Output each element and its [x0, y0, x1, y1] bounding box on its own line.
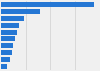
Bar	[1, 50, 12, 55]
Bar	[1, 64, 7, 69]
Bar	[1, 23, 19, 28]
Bar	[1, 57, 10, 62]
Bar	[1, 9, 40, 14]
Bar	[1, 43, 13, 48]
Bar	[1, 36, 15, 41]
Bar	[1, 30, 17, 35]
Bar	[1, 16, 24, 21]
Bar	[1, 2, 94, 7]
